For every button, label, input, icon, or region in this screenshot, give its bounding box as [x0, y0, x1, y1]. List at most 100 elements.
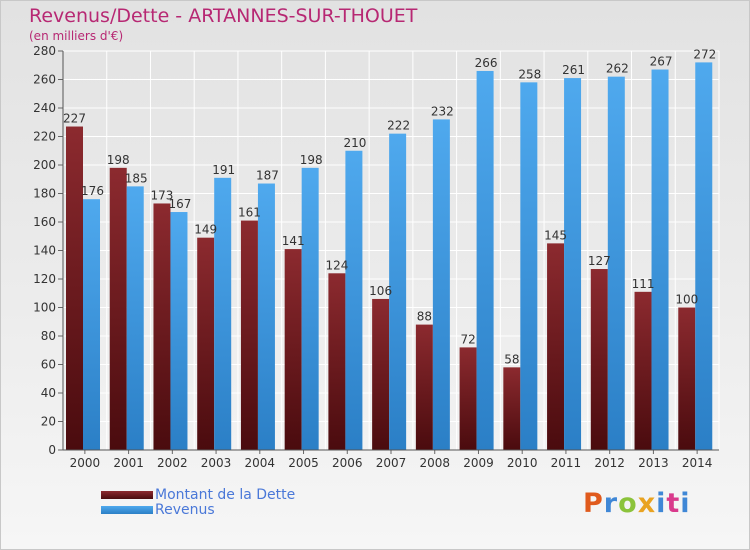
data-label-debt-2004: 161: [238, 206, 261, 220]
bar-debt-2005: [284, 249, 302, 450]
data-label-revenue-2014: 272: [693, 47, 716, 61]
bar-debt-2004: [240, 220, 258, 450]
y-tick-label-280: 280: [33, 44, 56, 58]
bar-debt-2001: [109, 167, 127, 450]
bar-debt-2010: [503, 367, 521, 450]
bar-revenue-2011: [564, 78, 582, 450]
data-label-revenue-2006: 210: [343, 136, 366, 150]
legend-swatch-debt: [101, 491, 153, 499]
data-label-revenue-2002: 167: [169, 197, 192, 211]
data-label-revenue-2009: 266: [475, 56, 498, 70]
axes: 0 20 40 60 80 100 120 140 160 180 200 220 240 260 280 2…: [33, 44, 719, 470]
y-tick-label-200: 200: [33, 158, 56, 172]
logo-letter: P: [583, 488, 604, 519]
legend-label-revenue: Revenus: [155, 502, 215, 518]
y-tick-label-260: 260: [33, 73, 56, 87]
data-label-revenue-2000: 176: [81, 184, 104, 198]
x-tick-label-2000: 2000: [70, 456, 101, 470]
data-label-debt-2007: 106: [369, 284, 392, 298]
bar-debt-2009: [459, 347, 477, 450]
logo-letter: x: [637, 488, 657, 519]
bar-debt-2014: [678, 307, 696, 450]
bar-debt-2007: [372, 298, 390, 450]
x-tick-label-2010: 2010: [507, 456, 538, 470]
y-tick-label-120: 120: [33, 272, 56, 286]
bar-revenue-2006: [345, 150, 363, 450]
x-tick-label-2005: 2005: [288, 456, 319, 470]
legend-label-debt: Montant de la Dette: [155, 487, 296, 503]
data-label-debt-2003: 149: [194, 223, 217, 237]
bar-debt-2003: [197, 237, 215, 450]
data-label-revenue-2004: 187: [256, 169, 279, 183]
chart-subtitle: (en milliers d'€): [29, 29, 124, 43]
logo-letter: r: [603, 488, 619, 519]
x-tick-label-2001: 2001: [113, 456, 144, 470]
data-label-revenue-2008: 232: [431, 104, 454, 118]
y-tick-label-220: 220: [33, 130, 56, 144]
x-tick-label-2006: 2006: [332, 456, 363, 470]
bar-revenue-2007: [389, 133, 407, 450]
data-label-debt-2006: 124: [325, 258, 348, 272]
data-label-debt-2000: 227: [63, 112, 86, 126]
bar-debt-2013: [634, 291, 652, 450]
data-label-debt-2002: 173: [151, 188, 174, 202]
x-tick-label-2011: 2011: [551, 456, 582, 470]
bar-revenue-2001: [126, 186, 144, 450]
y-tick-label-140: 140: [33, 244, 56, 258]
bar-revenue-2013: [651, 69, 669, 451]
data-label-debt-2011: 145: [544, 228, 567, 242]
x-tick-label-2004: 2004: [245, 456, 276, 470]
bar-debt-2011: [547, 243, 565, 450]
chart-title: Revenus/Dette - ARTANNES-SUR-THOUET: [29, 5, 418, 27]
x-tick-label-2012: 2012: [594, 456, 625, 470]
logo-letter: o: [618, 488, 638, 519]
bar-revenue-2003: [214, 177, 232, 450]
data-label-revenue-2003: 191: [212, 163, 235, 177]
data-label-debt-2013: 111: [632, 277, 655, 291]
x-tick-label-2009: 2009: [463, 456, 494, 470]
x-tick-label-2007: 2007: [376, 456, 407, 470]
x-tick-label-2002: 2002: [157, 456, 188, 470]
y-tick-label-240: 240: [33, 101, 56, 115]
logo-letter: i: [680, 488, 691, 519]
bar-debt-2012: [590, 269, 608, 450]
bar-debt-2002: [153, 203, 171, 450]
data-label-debt-2008: 88: [417, 310, 432, 324]
proxiti-logo: Proxiti: [583, 488, 691, 519]
legend-swatch-revenue: [101, 506, 153, 514]
bar-revenue-2000: [83, 199, 100, 450]
bar-debt-2006: [328, 273, 346, 450]
bar-revenue-2004: [257, 183, 275, 450]
y-tick-label-40: 40: [41, 386, 56, 400]
bar-revenue-2014: [695, 62, 713, 451]
y-tick-label-60: 60: [41, 358, 56, 372]
y-tick-label-80: 80: [41, 329, 56, 343]
bars: [66, 62, 713, 451]
data-label-debt-2001: 198: [107, 153, 130, 167]
x-tick-label-2008: 2008: [419, 456, 450, 470]
bar-debt-2008: [415, 324, 433, 450]
data-label-revenue-2001: 185: [125, 171, 148, 185]
data-label-revenue-2007: 222: [387, 119, 410, 133]
data-label-debt-2012: 127: [588, 254, 611, 268]
bar-revenue-2012: [607, 76, 625, 451]
y-tick-label-160: 160: [33, 215, 56, 229]
data-label-debt-2009: 72: [460, 332, 475, 346]
data-label-revenue-2013: 267: [650, 55, 673, 69]
x-tick-label-2014: 2014: [682, 456, 713, 470]
y-tick-label-0: 0: [48, 443, 56, 457]
y-tick-label-180: 180: [33, 187, 56, 201]
x-tick-label-2003: 2003: [201, 456, 232, 470]
data-label-revenue-2011: 261: [562, 63, 585, 77]
bar-revenue-2009: [476, 70, 494, 450]
data-label-debt-2014: 100: [675, 293, 698, 307]
bar-revenue-2002: [170, 212, 188, 450]
data-label-debt-2005: 141: [282, 234, 305, 248]
bar-debt-2000: [66, 126, 83, 451]
logo-letter: i: [656, 488, 667, 519]
logo-letter: t: [666, 488, 681, 519]
data-label-revenue-2005: 198: [300, 153, 323, 167]
